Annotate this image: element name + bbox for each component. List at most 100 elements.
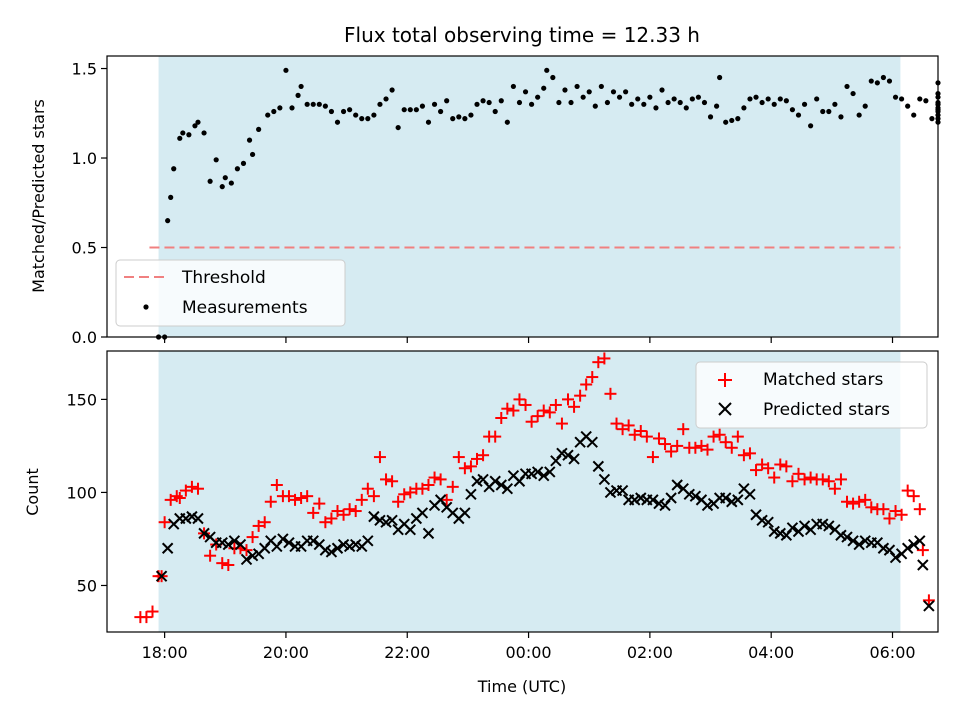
matched-star-point [495, 411, 508, 424]
measurement-point [283, 67, 289, 73]
matched-star-point [216, 557, 229, 570]
matched-star-point [240, 544, 253, 557]
predicted-star-point [192, 512, 204, 525]
matched-star-point [774, 458, 787, 471]
predicted-star-point [665, 492, 677, 504]
count-plot-frame [106, 350, 939, 633]
measurement-point [310, 101, 316, 107]
predicted-star-point [586, 436, 598, 448]
measurement-point [923, 98, 929, 104]
predicted-star-point [732, 494, 744, 506]
ratio-plot-frame [106, 55, 939, 338]
matched-star-point [707, 430, 720, 443]
matched-star-point [822, 475, 835, 488]
measurement-point [365, 116, 371, 122]
measurement-point [474, 101, 480, 107]
matched-star-point [646, 451, 659, 464]
predicted-star-point [798, 520, 811, 532]
measurement-point [550, 74, 556, 81]
matched-star-point [204, 549, 217, 562]
measurement-point [265, 112, 271, 118]
matched-star-point [428, 471, 441, 484]
measurement-point [868, 78, 874, 84]
measurement-point [165, 218, 171, 224]
matched-star-point [652, 432, 665, 445]
matched-star-point [659, 438, 672, 451]
measurement-point [222, 175, 228, 181]
predicted-star-point [459, 507, 471, 519]
predicted-star-point [762, 516, 774, 528]
matched-star-point [561, 393, 574, 406]
matched-star-point [780, 460, 793, 473]
predicted-star-point [889, 551, 902, 564]
ratio-x-ticks [164, 337, 894, 343]
measurement-point [228, 180, 234, 186]
measurement-point [604, 99, 611, 106]
matched-star-point [586, 371, 599, 384]
matched-star-point [816, 473, 829, 486]
matched-star-point [416, 482, 429, 495]
measurement-point [808, 123, 814, 129]
measurement-point [729, 117, 735, 124]
threshold-legend-label: Threshold [181, 268, 266, 288]
measurement-point [562, 87, 568, 93]
matched-star-point [489, 430, 502, 443]
predicted-star-point [501, 483, 514, 495]
matched-star-point [477, 449, 490, 462]
matched-star-point [140, 611, 153, 624]
matched-star-point [331, 505, 344, 518]
measurement-point [277, 105, 283, 111]
measurement-point [334, 119, 341, 125]
predicted-star-point [671, 479, 683, 491]
matched-star-point [798, 473, 811, 486]
matched-star-point [191, 482, 204, 495]
measurement-point [450, 116, 456, 122]
matched-star-point [185, 480, 198, 493]
measurement-point [431, 101, 438, 107]
measurement-point [328, 108, 335, 115]
measurement-point [425, 119, 432, 125]
measurement-point [371, 112, 377, 118]
matched-star-point [258, 516, 271, 529]
matched-star-point [610, 417, 623, 430]
predicted-star-point [562, 449, 574, 461]
matched-star-point [471, 452, 484, 465]
measurement-point [180, 130, 186, 136]
predicted-star-point [368, 510, 380, 523]
predicted-star-point [416, 507, 429, 519]
matched-star-point [604, 387, 617, 400]
measurement-point [544, 67, 550, 73]
x-tick-label: 20:00 [263, 643, 309, 662]
measurement-point [438, 108, 444, 115]
measurement-point [695, 94, 702, 100]
measurement-point [820, 108, 826, 115]
matched-star-point [158, 516, 171, 529]
matched-star-point [786, 475, 799, 488]
predicted-star-point [240, 553, 253, 566]
predicted-star-point [198, 527, 210, 540]
measurement-point [246, 137, 253, 143]
predicted-star-point [544, 466, 556, 478]
matched-star-point [446, 480, 459, 493]
y-tick-label: 1.5 [72, 60, 97, 79]
y-tick-label: 100 [66, 483, 97, 502]
measurement-point [171, 166, 177, 172]
matched-star-point [246, 531, 259, 544]
x-tick-label: 00:00 [506, 643, 552, 662]
measurement-point [747, 96, 753, 102]
matched-star-point [404, 486, 417, 499]
x-tick-label: 22:00 [384, 643, 430, 662]
measurement-point [911, 112, 917, 118]
measurement-point [586, 89, 592, 95]
matched-star-point [325, 512, 338, 525]
predicted-star-point [908, 538, 920, 551]
measurement-point [826, 108, 832, 115]
matched-star-point [458, 462, 471, 475]
matched-star-point [598, 352, 611, 365]
matched-star-point [349, 505, 362, 518]
predicted-stars-points [155, 430, 935, 612]
measurement-point [917, 96, 923, 102]
predicted-star-point [744, 488, 756, 500]
measurement-point [298, 83, 304, 90]
